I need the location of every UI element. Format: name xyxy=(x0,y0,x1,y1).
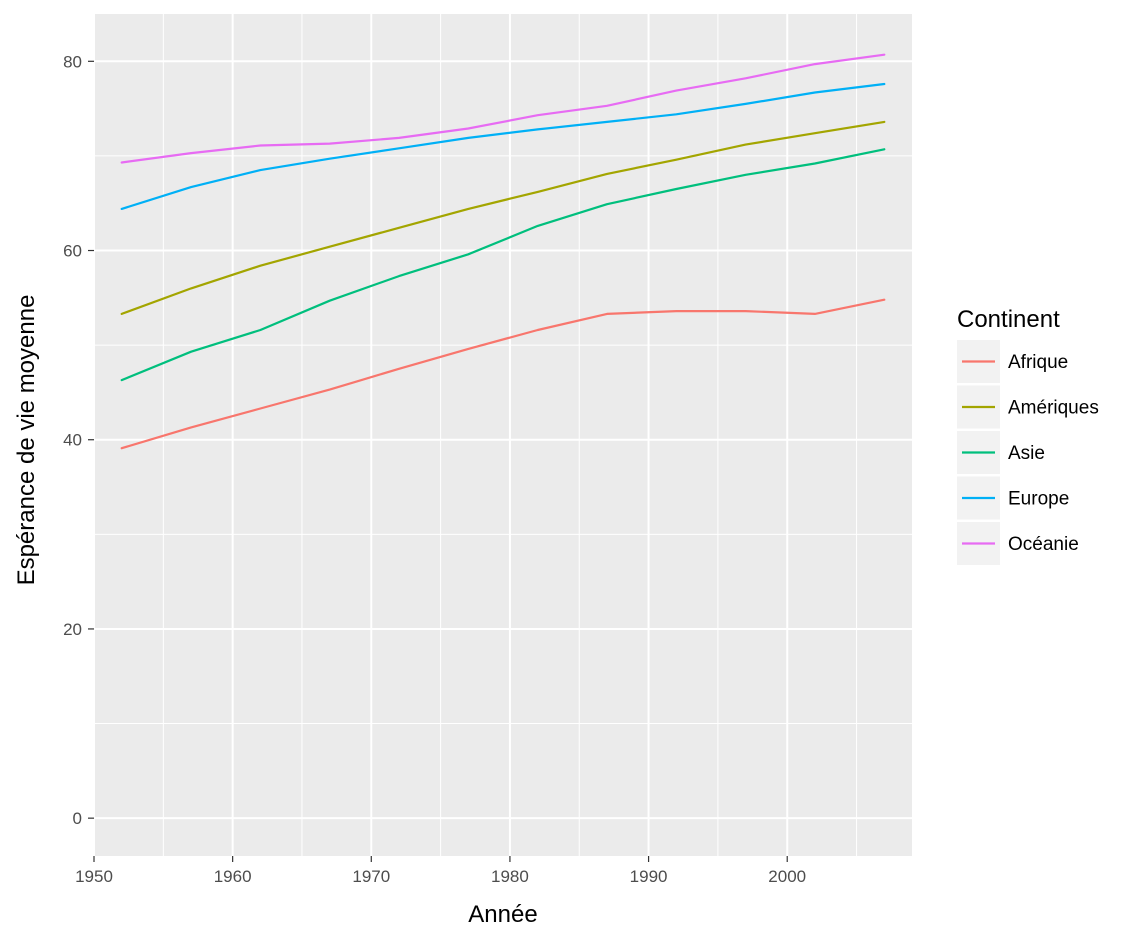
series-line-2 xyxy=(120,148,886,382)
x-tick-label: 1990 xyxy=(630,867,668,886)
legend-items: Afrique Amériques Asie Europe Océanie xyxy=(957,340,1099,565)
grid-major xyxy=(93,14,912,856)
y-tick-label: 60 xyxy=(63,242,82,261)
y-axis-title: Espérance de vie moyenne xyxy=(13,295,40,586)
legend-label: Amériques xyxy=(1008,398,1099,419)
y-tick-label: 0 xyxy=(73,809,82,828)
y-tick-label: 20 xyxy=(63,620,82,639)
series-line-1 xyxy=(120,120,886,315)
x-tick-label: 2000 xyxy=(768,867,806,886)
legend-label: Afrique xyxy=(1008,352,1068,373)
y-axis: 0 20 40 60 80 xyxy=(63,52,94,828)
y-tick-label: 80 xyxy=(63,52,82,71)
x-tick-label: 1980 xyxy=(491,867,529,886)
legend-label: Océanie xyxy=(1008,534,1079,555)
x-tick-label: 1950 xyxy=(75,867,113,886)
legend-label: Europe xyxy=(1008,489,1069,510)
legend-label: Asie xyxy=(1008,443,1045,464)
x-tick-label: 1960 xyxy=(214,867,252,886)
legend-title: Continent xyxy=(957,306,1060,333)
series-line-4 xyxy=(120,53,886,164)
series-line-0 xyxy=(120,298,886,450)
plot-panel xyxy=(94,14,912,856)
x-tick-label: 1970 xyxy=(352,867,390,886)
series-line-3 xyxy=(120,82,886,210)
x-axis: 1950 1960 1970 1980 1990 2000 xyxy=(75,856,806,886)
x-axis-title: Année xyxy=(468,901,537,928)
legend: Continent Afrique Amériques Asie Europe Océa… xyxy=(957,306,1099,565)
series-lines xyxy=(120,53,886,450)
y-tick-label: 40 xyxy=(63,431,82,450)
